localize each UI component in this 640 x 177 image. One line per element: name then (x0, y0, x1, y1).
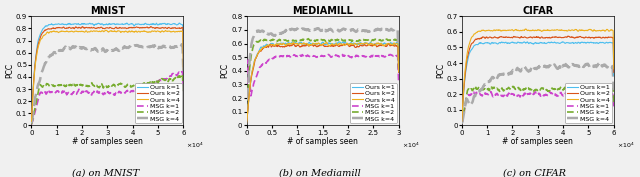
Title: MEDIAMILL: MEDIAMILL (292, 5, 353, 16)
Text: $\times10^4$: $\times10^4$ (186, 141, 204, 150)
Y-axis label: PCC: PCC (221, 63, 230, 78)
Legend: Ours k=1, Ours k=2, Ours k=4, MSG k=1, MSG k=2, MSG k=4: Ours k=1, Ours k=2, Ours k=4, MSG k=1, M… (135, 83, 182, 124)
Title: MNIST: MNIST (90, 5, 125, 16)
Text: $\times10^4$: $\times10^4$ (617, 141, 635, 150)
Y-axis label: PCC: PCC (6, 63, 15, 78)
Legend: Ours k=1, Ours k=2, Ours k=4, MSG k=1, MSG k=2, MSG k=4: Ours k=1, Ours k=2, Ours k=4, MSG k=1, M… (350, 83, 397, 124)
Text: (a) on MNIST: (a) on MNIST (72, 168, 140, 177)
X-axis label: # of samples seen: # of samples seen (287, 137, 358, 146)
Title: CIFAR: CIFAR (522, 5, 554, 16)
Text: $\times10^4$: $\times10^4$ (402, 141, 419, 150)
Text: (c) on CIFAR: (c) on CIFAR (503, 168, 566, 177)
X-axis label: # of samples seen: # of samples seen (72, 137, 143, 146)
X-axis label: # of samples seen: # of samples seen (502, 137, 573, 146)
Y-axis label: PCC: PCC (436, 63, 445, 78)
Text: (b) on Mediamill: (b) on Mediamill (279, 168, 361, 177)
Legend: Ours k=1, Ours k=2, Ours k=4, MSG k=1, MSG k=2, MSG k=4: Ours k=1, Ours k=2, Ours k=4, MSG k=1, M… (565, 83, 612, 124)
